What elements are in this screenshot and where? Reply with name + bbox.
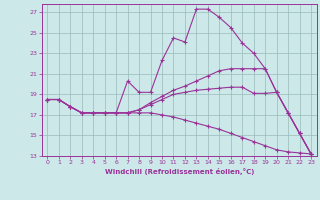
X-axis label: Windchill (Refroidissement éolien,°C): Windchill (Refroidissement éolien,°C) [105,168,254,175]
